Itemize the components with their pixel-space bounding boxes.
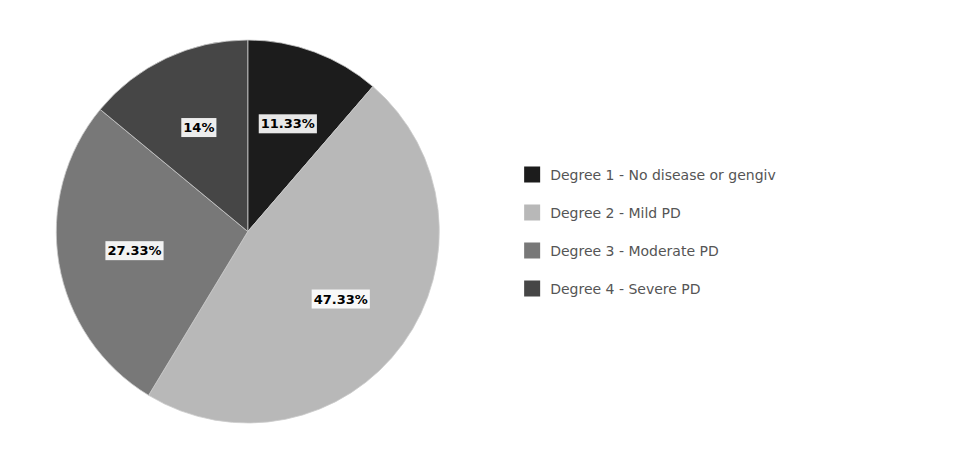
data-label: 14% [183, 120, 214, 135]
data-label-box [312, 290, 370, 309]
legend-item: Degree 3 - Moderate PD [524, 243, 719, 259]
legend-label: Degree 4 - Severe PD [550, 281, 700, 297]
legend-swatch [524, 205, 540, 221]
chart-container: 11.33% 47.33% 27.33% 14% Degree 1 - No disea… [0, 0, 953, 463]
chart-svg: 11.33% 47.33% 27.33% 14% Degree 1 - No disea… [0, 0, 953, 463]
data-label-group: 47.33% [312, 290, 370, 309]
legend-item: Degree 1 - No disease or gengiv [524, 167, 776, 183]
legend-label: Degree 3 - Moderate PD [550, 243, 719, 259]
data-label: 11.33% [261, 116, 315, 131]
legend-swatch [524, 167, 540, 183]
data-label-box [259, 114, 317, 133]
legend-swatch [524, 243, 540, 259]
legend-item: Degree 2 - Mild PD [524, 205, 681, 221]
data-label-group: 11.33% [259, 114, 317, 133]
pie-slice [100, 40, 248, 232]
legend-item: Degree 4 - Severe PD [524, 281, 700, 297]
data-labels: 11.33% 47.33% 27.33% 14% [105, 114, 369, 308]
data-label: 47.33% [314, 292, 368, 307]
data-label-group: 27.33% [105, 241, 163, 260]
legend-label: Degree 1 - No disease or gengiv [550, 167, 776, 183]
pie [56, 40, 439, 423]
legend-label: Degree 2 - Mild PD [550, 205, 681, 221]
data-label-box [105, 241, 163, 260]
data-label: 27.33% [107, 243, 161, 258]
data-label-group: 14% [181, 118, 216, 137]
data-label-box [181, 118, 216, 137]
legend: Degree 1 - No disease or gengiv Degree 2 … [524, 167, 776, 297]
legend-swatch [524, 281, 540, 297]
